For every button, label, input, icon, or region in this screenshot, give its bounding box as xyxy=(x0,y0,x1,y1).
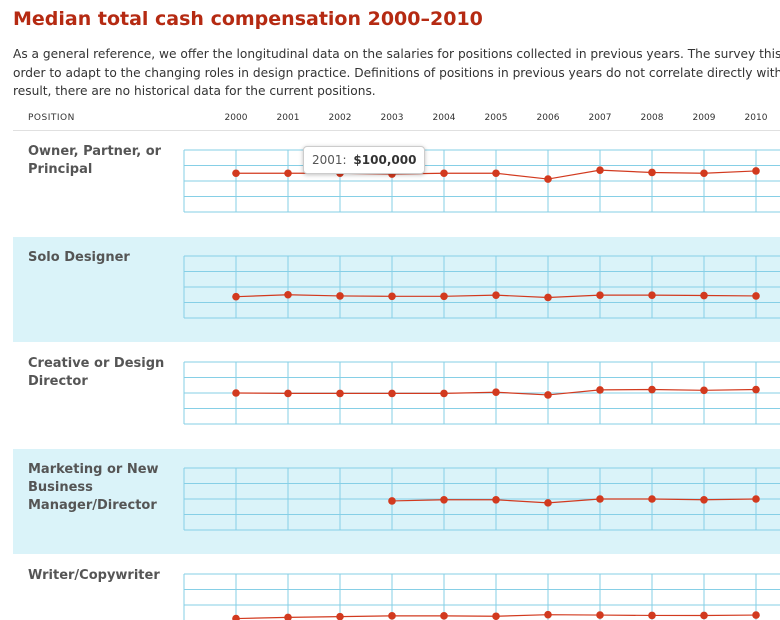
chart-grid xyxy=(183,467,780,531)
data-point-2005 xyxy=(492,169,500,178)
data-point-2001 xyxy=(284,613,292,620)
data-point-2010 xyxy=(752,611,760,619)
data-point-2004 xyxy=(440,292,448,301)
data-point-2002 xyxy=(336,389,344,398)
data-point-2000 xyxy=(232,292,240,301)
data-point-2001 xyxy=(284,290,292,299)
data-point-2009 xyxy=(700,386,708,395)
data-point-2009 xyxy=(700,611,708,620)
chart-row-writer-copywriter: Writer/Copywriter xyxy=(13,555,780,620)
data-point-2007 xyxy=(596,166,604,174)
data-point-2000 xyxy=(232,614,240,620)
data-point-2003 xyxy=(388,612,396,620)
data-point-2000 xyxy=(232,389,240,397)
data-point-2010 xyxy=(752,167,760,175)
chart-grid xyxy=(183,149,780,213)
data-point-2008 xyxy=(648,291,656,299)
tooltip-year: 2001: xyxy=(312,153,347,167)
year-label-2001: 2001 xyxy=(276,113,300,123)
data-point-2001 xyxy=(284,389,292,398)
series-line xyxy=(391,498,757,504)
data-point-2008 xyxy=(648,495,656,503)
data-point-2010 xyxy=(752,292,760,300)
position-column-header: POSITION xyxy=(28,113,75,123)
data-point-2006 xyxy=(544,610,552,619)
position-label: Writer/Copywriter xyxy=(28,568,160,583)
position-label: Solo Designer xyxy=(28,250,130,265)
data-point-2004 xyxy=(440,389,448,398)
year-label-2000: 2000 xyxy=(224,113,248,123)
data-point-2008 xyxy=(648,385,656,394)
year-label-2003: 2003 xyxy=(380,113,404,123)
year-label-2002: 2002 xyxy=(328,113,352,123)
solo-designer-line-chart xyxy=(183,255,780,319)
data-point-tooltip: 2001: $100,000 xyxy=(303,146,426,174)
data-point-2007 xyxy=(596,291,604,299)
data-point-2001 xyxy=(284,169,292,178)
intro-line: result, there are no historical data for… xyxy=(13,84,376,98)
position-label: Marketing or New Business Manager/Direct… xyxy=(28,462,159,513)
position-label: Creative or Design Director xyxy=(28,356,165,389)
intro-paragraph: As a general reference, we offer the lon… xyxy=(13,45,780,101)
data-point-2009 xyxy=(700,169,708,178)
chart-row-marketing-business-manager: Marketing or New Business Manager/Direct… xyxy=(13,449,780,554)
year-label-2004: 2004 xyxy=(432,113,456,123)
data-point-2008 xyxy=(648,168,656,177)
year-label-2007: 2007 xyxy=(588,113,612,123)
position-label: Owner, Partner, or Principal xyxy=(28,144,162,177)
year-label-2005: 2005 xyxy=(484,113,508,123)
data-point-2000 xyxy=(232,169,240,178)
chart-grid xyxy=(183,573,780,620)
intro-line: As a general reference, we offer the lon… xyxy=(13,47,780,61)
data-point-2007 xyxy=(596,611,604,619)
data-point-2007 xyxy=(596,386,604,394)
data-point-2010 xyxy=(752,495,760,503)
data-point-2003 xyxy=(388,292,396,301)
chart-grid xyxy=(183,255,780,319)
data-point-2004 xyxy=(440,612,448,620)
data-point-2010 xyxy=(752,385,760,394)
table-header: POSITION 2000 2001 2002 2003 2004 2005 2… xyxy=(13,108,780,131)
intro-line: order to adapt to the changing roles in … xyxy=(13,65,780,80)
data-point-2006 xyxy=(544,499,552,507)
data-point-2008 xyxy=(648,611,656,620)
data-point-2005 xyxy=(492,612,500,620)
data-point-2009 xyxy=(700,291,708,300)
data-point-2005 xyxy=(492,291,500,299)
year-label-2010: 2010 xyxy=(744,113,768,123)
data-point-2006 xyxy=(544,293,552,302)
data-point-2006 xyxy=(544,391,552,399)
data-point-2007 xyxy=(596,495,604,503)
year-label-2008: 2008 xyxy=(640,113,664,123)
marketing-business-manager-line-chart xyxy=(183,467,780,531)
year-label-2009: 2009 xyxy=(692,113,716,123)
data-point-2002 xyxy=(336,612,344,620)
year-label-2006: 2006 xyxy=(536,113,560,123)
data-point-2002 xyxy=(336,292,344,300)
data-point-2004 xyxy=(440,495,448,504)
data-point-2003 xyxy=(388,389,396,398)
data-point-2005 xyxy=(492,388,500,397)
tooltip-value: $100,000 xyxy=(353,153,417,167)
data-point-2006 xyxy=(544,175,552,183)
data-point-2003 xyxy=(388,497,396,505)
data-point-2005 xyxy=(492,495,500,504)
chart-row-creative-design-director: Creative or Design Director xyxy=(13,343,780,448)
data-point-2004 xyxy=(440,169,448,178)
data-point-2009 xyxy=(700,495,708,504)
page-title: Median total cash compensation 2000–2010 xyxy=(13,8,483,30)
writer-copywriter-line-chart xyxy=(183,573,780,620)
creative-design-director-line-chart xyxy=(183,361,780,425)
chart-row-solo-designer: Solo Designer xyxy=(13,237,780,342)
